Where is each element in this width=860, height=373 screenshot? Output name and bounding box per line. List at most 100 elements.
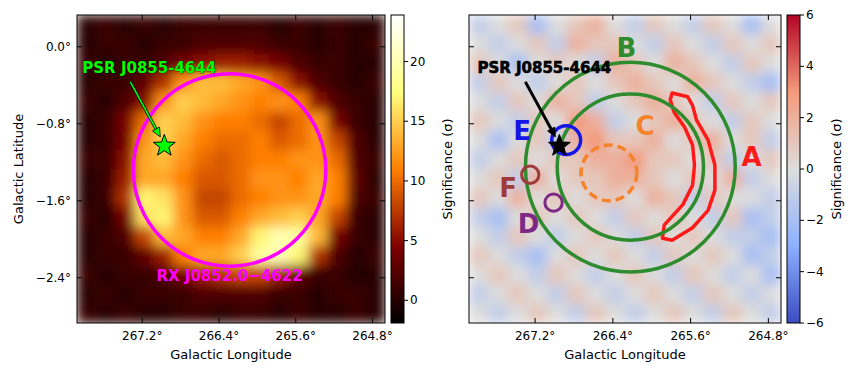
heatmap-cell (327, 188, 347, 208)
heatmap-cell (327, 227, 347, 247)
heatmap-cell (96, 208, 116, 228)
heatmap-cell (154, 34, 174, 54)
heatmap-cell (567, 34, 587, 54)
heatmap-cell (489, 265, 509, 285)
colorbar-tick-label: 10 (410, 174, 425, 188)
heatmap-cell (625, 208, 645, 228)
heatmap-cell (212, 15, 232, 35)
heatmap-cell (645, 208, 665, 228)
heatmap-cell (366, 15, 385, 35)
heatmap-cell (116, 304, 136, 323)
heatmap-cell (327, 15, 347, 35)
heatmap-cell (308, 265, 328, 285)
heatmap-cell (289, 15, 309, 35)
heatmap-cell (586, 150, 606, 170)
heatmap-cell (270, 34, 290, 54)
heatmap-cell (684, 285, 704, 305)
y-tick (469, 46, 474, 47)
heatmap-cell (469, 131, 489, 151)
heatmap-cell (742, 111, 762, 131)
heatmap-cell (489, 131, 509, 151)
y-tick-right (776, 200, 781, 201)
heatmap-cell (289, 304, 309, 323)
heatmap-cell (327, 304, 347, 323)
region-circle (581, 145, 637, 201)
heatmap-cell (586, 15, 606, 35)
heatmap-cell (250, 227, 270, 247)
heatmap-cell (347, 227, 367, 247)
heatmap-cell (723, 73, 743, 93)
heatmap-cell (347, 150, 367, 170)
heatmap-cell (625, 227, 645, 247)
heatmap-cell (347, 54, 367, 74)
heatmap-cell (308, 304, 328, 323)
heatmap-cell (327, 265, 347, 285)
heatmap-cell (289, 188, 309, 208)
heatmap-cell (664, 150, 684, 170)
heatmap-cell (77, 15, 97, 35)
heatmap-cell (366, 246, 385, 266)
region-label: B (616, 33, 636, 63)
overlays (133, 74, 325, 267)
heatmap-cell (762, 150, 782, 170)
region-label: A (742, 142, 762, 172)
heatmap-cell (347, 285, 367, 305)
y-tick-right (380, 46, 385, 47)
heatmap-cell (289, 34, 309, 54)
heatmap-cell (231, 54, 251, 74)
heatmap-cell (625, 265, 645, 285)
heatmap-cell (469, 208, 489, 228)
y-tick-label: 0.0° (46, 40, 71, 54)
heatmap-cell (723, 34, 743, 54)
arrow-head (152, 127, 160, 137)
heatmap-cell (606, 111, 626, 131)
heatmap-cell (347, 188, 367, 208)
heatmap-cell (135, 285, 155, 305)
heatmap-cell (567, 131, 587, 151)
y-tick (469, 277, 474, 278)
x-tick-top (768, 15, 769, 20)
heatmap-cell (154, 208, 174, 228)
heatmap-cell (289, 150, 309, 170)
colorbar-tick (800, 323, 804, 324)
heatmap-cell (250, 169, 270, 189)
heatmap-cell (762, 304, 782, 323)
heatmap-cell (270, 188, 290, 208)
heatmap-cell (327, 246, 347, 266)
heatmap-cell (289, 285, 309, 305)
heatmap-cell (586, 111, 606, 131)
x-tick-label: 266.4° (593, 329, 633, 343)
heatmap-cell (742, 265, 762, 285)
heatmap-cell (173, 304, 193, 323)
heatmap-cell (489, 227, 509, 247)
heatmap-cell (173, 188, 193, 208)
colorbar-tick-label: 0 (410, 293, 418, 307)
colorbar-tick-label: 20 (410, 55, 425, 69)
y-tick (77, 46, 82, 47)
heatmap-cell (684, 265, 704, 285)
heatmap-cell (469, 15, 489, 35)
heatmap-cell (366, 227, 385, 247)
heatmap-cell (703, 169, 723, 189)
x-tick-label: 265.6° (276, 329, 316, 343)
heatmap-cell (308, 15, 328, 35)
heatmap-cell (250, 131, 270, 151)
heatmap-cell (469, 150, 489, 170)
heatmap-cell (489, 111, 509, 131)
heatmap-cell (116, 285, 136, 305)
heatmap-cell (173, 92, 193, 112)
heatmap-cell (231, 169, 251, 189)
heatmap-cell (469, 111, 489, 131)
heatmap-cell (327, 92, 347, 112)
heatmap-cell (327, 111, 347, 131)
heatmap-cell (469, 188, 489, 208)
heatmap-cell (77, 304, 97, 323)
heatmap-cell (366, 265, 385, 285)
x-tick-label: 267.2° (515, 329, 555, 343)
heatmap-cell (528, 265, 548, 285)
heatmap-cell (250, 208, 270, 228)
heatmap-cell (489, 208, 509, 228)
heatmap-cell (347, 265, 367, 285)
heatmap-cell (366, 54, 385, 74)
y-tick (77, 123, 82, 124)
